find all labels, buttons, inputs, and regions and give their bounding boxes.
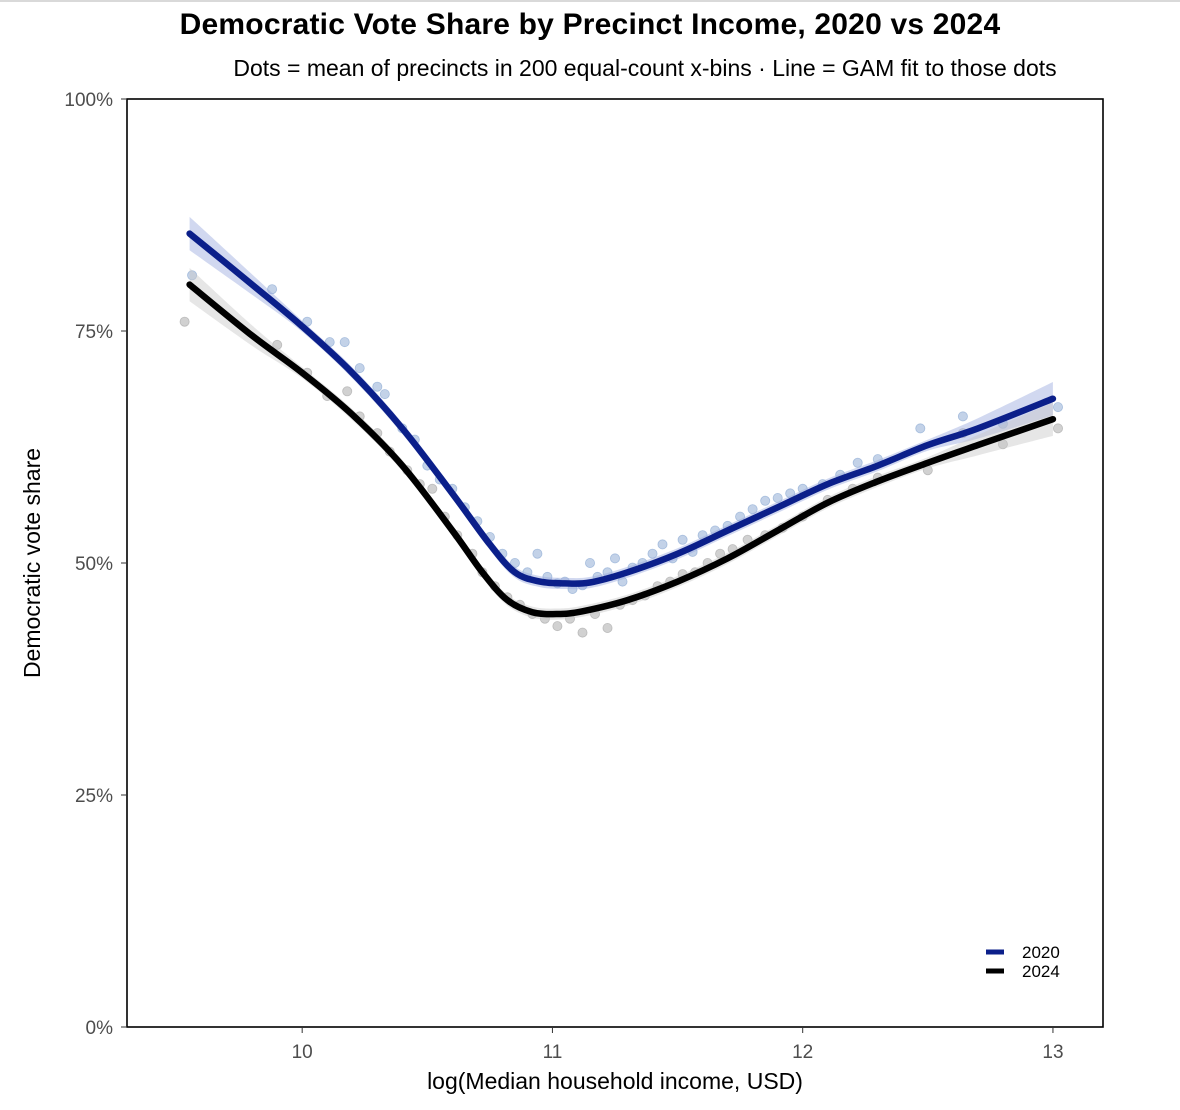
y-axis-title: Democratic vote share — [19, 448, 45, 678]
fit-line-2024 — [186, 281, 1057, 618]
fit-line-2020 — [186, 230, 1057, 587]
point-2020-7 — [379, 389, 390, 400]
point-2024-33 — [715, 548, 726, 559]
point-2020-48 — [852, 457, 863, 468]
point-2020-28 — [610, 553, 621, 564]
y-tick-label-2: 50% — [75, 554, 113, 575]
point-2020-17 — [509, 558, 520, 569]
top-divider — [0, 0, 1180, 2]
point-2020-4 — [339, 337, 350, 348]
point-2020-2 — [302, 316, 313, 327]
point-2020-35 — [677, 534, 688, 545]
y-tick-label-4: 100% — [64, 90, 113, 111]
point-2024-20 — [552, 621, 563, 632]
point-2020-19 — [532, 548, 543, 559]
point-2024-22 — [577, 627, 588, 638]
x-tick-label-2: 12 — [792, 1042, 813, 1063]
x-axis-title: log(Median household income, USD) — [427, 1068, 803, 1094]
point-2020-33 — [657, 539, 668, 550]
fit-lines — [186, 230, 1057, 618]
x-tick-label-0: 10 — [292, 1042, 313, 1063]
point-2024-4 — [342, 386, 353, 397]
point-2024-0 — [179, 316, 190, 327]
chart-title: Democratic Vote Share by Precinct Income… — [179, 8, 1001, 41]
chart-subtitle: Dots = mean of precincts in 200 equal-co… — [233, 55, 1057, 81]
point-2020-41 — [747, 504, 758, 515]
point-2020-6 — [372, 381, 383, 392]
point-2020-5 — [354, 363, 365, 374]
confidence-bands — [189, 216, 1053, 620]
y-tick-label-3: 75% — [75, 322, 113, 343]
point-2020-1 — [267, 284, 278, 295]
point-2020-25 — [585, 558, 596, 569]
point-2024-10 — [427, 483, 438, 494]
point-2020-42 — [760, 495, 771, 506]
point-2020-43 — [772, 492, 783, 503]
legend-label-2020: 2020 — [1022, 943, 1060, 962]
point-2020-3 — [324, 337, 335, 348]
point-2020-53 — [1053, 402, 1064, 413]
point-2024-24 — [602, 623, 613, 634]
x-tick-label-3: 13 — [1042, 1042, 1063, 1063]
dots-layer — [179, 270, 1064, 638]
axis-ticks: 10 11 12 13 0% 25% 50% 75% 100% — [64, 90, 1063, 1063]
legend-label-2024: 2024 — [1022, 962, 1060, 981]
point-2020-50 — [915, 423, 926, 434]
point-2020-0 — [187, 270, 198, 281]
y-tick-label-0: 0% — [86, 1018, 114, 1039]
band-2020 — [189, 216, 1053, 590]
x-tick-label-1: 11 — [543, 1042, 563, 1063]
point-2020-32 — [647, 548, 658, 559]
y-tick-label-1: 25% — [75, 786, 113, 807]
point-2020-51 — [957, 411, 968, 422]
point-2024-1 — [272, 339, 283, 350]
point-2024-45 — [1053, 423, 1064, 434]
